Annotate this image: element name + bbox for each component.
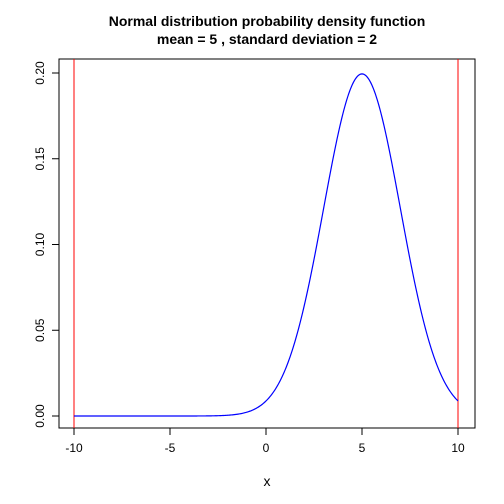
y-tick-label: 0.10 (33, 232, 47, 256)
chart-title: Normal distribution probability density … (109, 13, 426, 29)
x-tick-label: 10 (451, 441, 465, 455)
x-axis: -10 -5 0 5 10 (65, 428, 465, 455)
x-tick-label: 0 (263, 441, 270, 455)
y-tick-label: 0.20 (33, 61, 47, 85)
y-axis: 0.00 0.05 0.10 0.15 0.20 (33, 61, 59, 428)
y-tick-label: 0.15 (33, 147, 47, 171)
y-tick-label: 0.05 (33, 318, 47, 342)
plot-frame (58, 58, 476, 429)
boundary-lines (73, 59, 459, 428)
x-tick-label: -10 (65, 441, 83, 455)
x-tick-label: -5 (165, 441, 176, 455)
y-tick-label: 0.00 (33, 404, 47, 428)
x-tick-label: 5 (359, 441, 366, 455)
density-curve (74, 73, 459, 417)
x-axis-label: x (264, 473, 271, 489)
chart-subtitle: mean = 5 , standard deviation = 2 (157, 31, 377, 47)
series-group (74, 73, 459, 417)
